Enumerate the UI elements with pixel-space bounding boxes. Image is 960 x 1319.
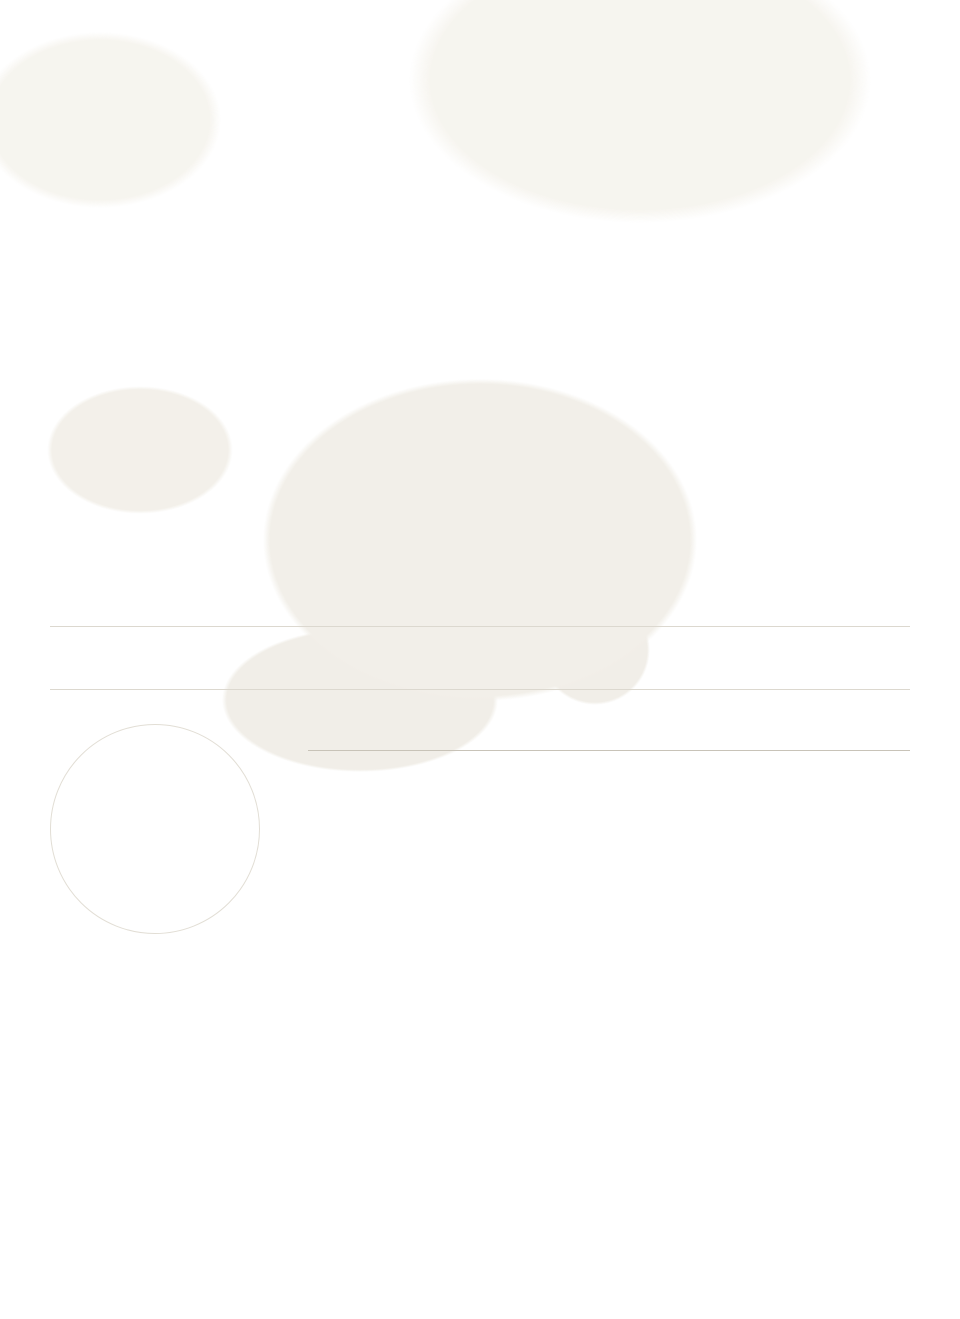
report-label <box>50 46 910 66</box>
unit-label <box>814 761 820 775</box>
total-label <box>332 751 680 779</box>
divider-2 <box>50 689 910 690</box>
divider-1 <box>50 626 910 627</box>
page-content <box>0 0 960 974</box>
total-pct <box>820 751 910 779</box>
nordic-map <box>50 136 910 616</box>
revenue-total-row <box>308 751 910 779</box>
revenue-table <box>308 724 910 790</box>
revenue-pie-chart <box>50 724 260 934</box>
revenue-data-table <box>308 750 910 778</box>
total-value <box>680 751 820 779</box>
revenue-section <box>50 724 910 934</box>
